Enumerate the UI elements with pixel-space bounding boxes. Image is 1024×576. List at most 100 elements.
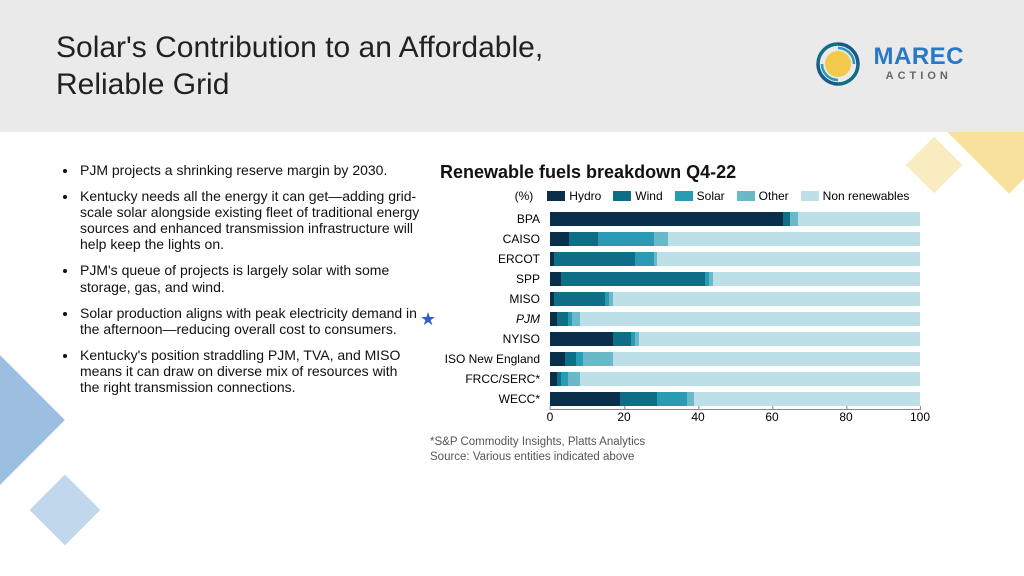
stacked-bar — [550, 392, 920, 406]
bar-segment — [639, 332, 920, 346]
bar-segment — [569, 232, 599, 246]
bullet-item: PJM projects a shrinking reserve margin … — [78, 162, 420, 178]
bar-segment — [580, 372, 920, 386]
chart-row: NYISO — [550, 329, 984, 348]
bar-segment — [565, 352, 576, 366]
chart-row: MISO — [550, 289, 984, 308]
stacked-bar — [550, 252, 920, 266]
chart-legend: (%) Hydro Wind Solar Other Non renewables — [440, 189, 984, 203]
row-label: MISO — [435, 292, 545, 306]
bar-segment — [568, 372, 579, 386]
stacked-bar — [550, 272, 920, 286]
bar-segment — [580, 312, 920, 326]
bar-segment — [550, 352, 565, 366]
axis-tick: 100 — [910, 410, 930, 424]
axis-tick: 60 — [765, 410, 778, 424]
bar-segment — [576, 352, 583, 366]
marec-icon — [812, 38, 864, 90]
bar-segment — [550, 372, 557, 386]
row-label: BPA — [435, 212, 545, 226]
row-label: NYISO — [435, 332, 545, 346]
stacked-bar — [550, 352, 920, 366]
content: PJM projects a shrinking reserve margin … — [0, 132, 1024, 485]
chart-row: WECC* — [550, 389, 984, 408]
chart-row: CAISO — [550, 229, 984, 248]
bullet-item: PJM's queue of projects is largely solar… — [78, 262, 420, 294]
footnote-line: *S&P Commodity Insights, Platts Analytic… — [430, 435, 984, 450]
bar-segment — [557, 312, 568, 326]
chart-row: ERCOT — [550, 249, 984, 268]
decor-diamond — [30, 475, 101, 546]
bar-segment — [554, 292, 606, 306]
bar-segment — [783, 212, 790, 226]
legend-item: Other — [737, 189, 789, 203]
axis-tick: 40 — [691, 410, 704, 424]
chart-row: SPP — [550, 269, 984, 288]
bar-segment — [654, 232, 669, 246]
stacked-bar — [550, 212, 920, 226]
bullet-item: Kentucky's position straddling PJM, TVA,… — [78, 347, 420, 395]
bar-segment — [554, 252, 635, 266]
bullet-item: Kentucky needs all the energy it can get… — [78, 188, 420, 252]
bullet-item: Solar production aligns with peak electr… — [78, 305, 420, 337]
bar-segment — [790, 212, 797, 226]
legend-item: Wind — [613, 189, 662, 203]
stacked-bar — [550, 332, 920, 346]
chart-row: ISO New England — [550, 349, 984, 368]
bar-segment — [657, 392, 687, 406]
chart-area: Renewable fuels breakdown Q4-22 (%) Hydr… — [440, 162, 984, 465]
row-label: SPP — [435, 272, 545, 286]
bar-segment — [713, 272, 920, 286]
row-label: WECC* — [435, 392, 545, 406]
footnote-line: Source: Various entities indicated above — [430, 450, 984, 465]
bar-segment — [550, 232, 569, 246]
brand-logo: MAREC ACTION — [812, 38, 965, 90]
bar-segment — [613, 332, 632, 346]
bullet-list: PJM projects a shrinking reserve margin … — [60, 162, 420, 465]
bar-segment — [687, 392, 694, 406]
bar-segment — [561, 372, 568, 386]
row-label: PJM — [435, 312, 545, 326]
axis-tick: 20 — [617, 410, 630, 424]
bar-segment — [668, 232, 920, 246]
row-label: ISO New England — [435, 352, 545, 366]
star-icon: ★ — [420, 310, 436, 328]
bar-segment — [583, 352, 613, 366]
legend-item: Non renewables — [801, 189, 910, 203]
chart-row: BPA — [550, 209, 984, 228]
chart-row: FRCC/SERC* — [550, 369, 984, 388]
unit-label: (%) — [515, 189, 534, 203]
bar-segment — [550, 312, 557, 326]
stacked-bar — [550, 312, 920, 326]
chart: BPACAISOERCOTSPPMISOPJM★NYISOISO New Eng… — [550, 209, 984, 429]
bar-segment — [572, 312, 579, 326]
chart-row: PJM★ — [550, 309, 984, 328]
bar-segment — [561, 272, 705, 286]
row-label: ERCOT — [435, 252, 545, 266]
stacked-bar — [550, 372, 920, 386]
row-label: FRCC/SERC* — [435, 372, 545, 386]
brand-sub: ACTION — [874, 70, 965, 82]
stacked-bar — [550, 232, 920, 246]
bar-segment — [550, 392, 620, 406]
bar-segment — [694, 392, 920, 406]
chart-footnote: *S&P Commodity Insights, Platts Analytic… — [430, 435, 984, 465]
axis-tick: 80 — [839, 410, 852, 424]
bar-segment — [598, 232, 654, 246]
bar-segment — [550, 272, 561, 286]
x-axis: 020406080100 — [550, 409, 920, 429]
bar-segment — [798, 212, 920, 226]
bar-segment — [550, 332, 613, 346]
page-title: Solar's Contribution to an Affordable, R… — [56, 29, 576, 104]
legend-item: Hydro — [547, 189, 601, 203]
bar-segment — [657, 252, 920, 266]
bar-segment — [550, 212, 783, 226]
bar-segment — [613, 352, 920, 366]
row-label: CAISO — [435, 232, 545, 246]
legend-item: Solar — [675, 189, 725, 203]
bar-segment — [620, 392, 657, 406]
axis-tick: 0 — [547, 410, 554, 424]
brand-name: MAREC — [874, 46, 965, 68]
chart-title: Renewable fuels breakdown Q4-22 — [440, 162, 984, 183]
header: Solar's Contribution to an Affordable, R… — [0, 0, 1024, 132]
